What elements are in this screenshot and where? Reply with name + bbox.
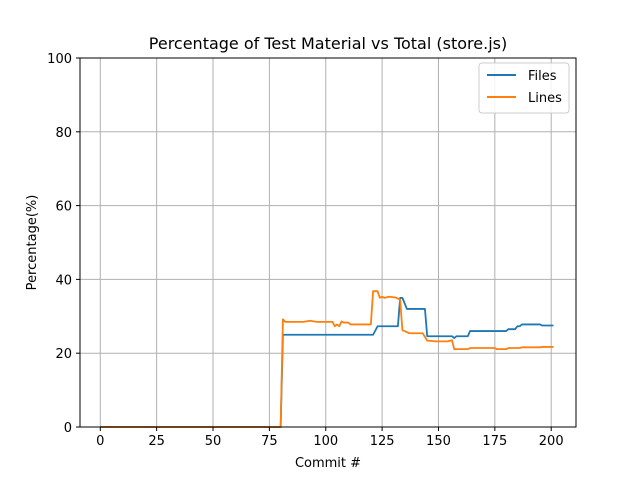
y-tick-label: 0 bbox=[64, 421, 72, 436]
legend: Files Lines bbox=[478, 62, 570, 114]
x-tick-label: 175 bbox=[482, 434, 507, 449]
x-tick-label: 125 bbox=[370, 434, 395, 449]
x-tick-label: 100 bbox=[313, 434, 338, 449]
legend-label-files: Files bbox=[528, 69, 557, 84]
legend-label-lines: Lines bbox=[528, 91, 562, 106]
x-tick-label: 0 bbox=[96, 434, 104, 449]
series-line-files bbox=[100, 296, 554, 428]
y-axis-title: Percentage(%) bbox=[25, 195, 40, 291]
x-tick-label: 150 bbox=[426, 434, 451, 449]
y-tick-label: 80 bbox=[55, 126, 72, 141]
ticks: 0 25 50 75 100 125 150 175 200 0 20 40 60 80 100 bbox=[47, 52, 563, 449]
chart-title: Percentage of Test Material vs Total (st… bbox=[149, 34, 507, 53]
grid bbox=[80, 57, 576, 428]
x-tick-label: 75 bbox=[261, 434, 278, 449]
x-tick-label: 25 bbox=[148, 434, 165, 449]
x-axis-title: Commit # bbox=[295, 456, 361, 471]
x-tick-label: 200 bbox=[539, 434, 564, 449]
plot-frame bbox=[79, 57, 577, 428]
y-tick-label: 100 bbox=[47, 52, 72, 67]
y-tick-label: 20 bbox=[55, 347, 72, 362]
series-line-lines bbox=[100, 290, 554, 428]
x-tick-label: 50 bbox=[205, 434, 222, 449]
y-tick-label: 60 bbox=[55, 200, 72, 215]
y-tick-label: 40 bbox=[55, 273, 72, 288]
series-layer bbox=[100, 290, 554, 428]
